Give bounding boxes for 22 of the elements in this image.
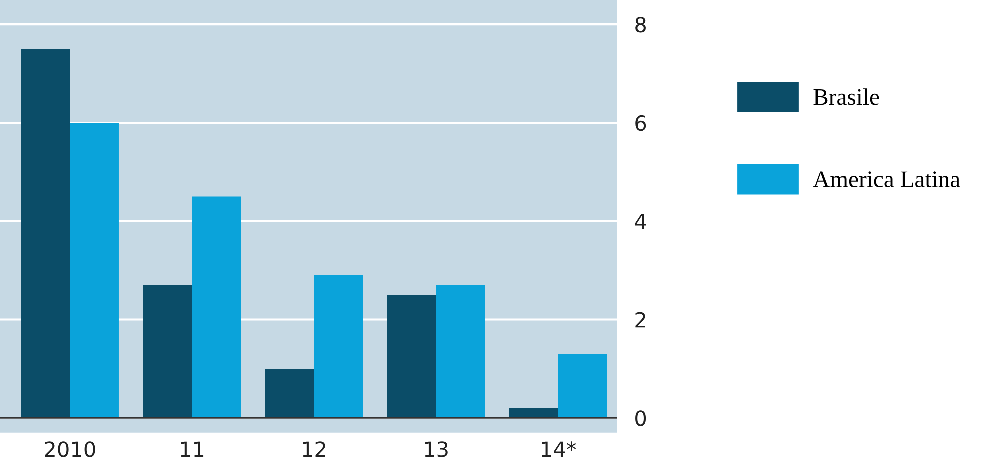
x-tick-label: 13 — [425, 442, 448, 458]
bar — [387, 295, 436, 418]
x-tick-label: 2010 — [45, 442, 96, 458]
bar — [143, 285, 192, 418]
y-tick-label: 0 — [636, 410, 646, 426]
x-tick-label: 11 — [181, 442, 204, 458]
legend-label: America Latina — [813, 172, 960, 188]
bar — [70, 122, 119, 418]
bar — [510, 408, 558, 418]
bar — [314, 275, 364, 418]
bar — [21, 49, 70, 418]
bar — [436, 285, 486, 418]
y-tick-label: 8 — [636, 17, 646, 33]
x-tick-label: 14* — [542, 442, 576, 458]
y-tick-label: 2 — [636, 312, 646, 328]
bar — [265, 368, 314, 418]
x-tick-label: 12 — [303, 442, 326, 458]
bar — [192, 196, 242, 418]
y-tick-label: 4 — [635, 214, 646, 230]
bar — [558, 354, 608, 418]
legend-label: Brasile — [814, 88, 880, 106]
y-tick-label: 6 — [636, 115, 646, 132]
